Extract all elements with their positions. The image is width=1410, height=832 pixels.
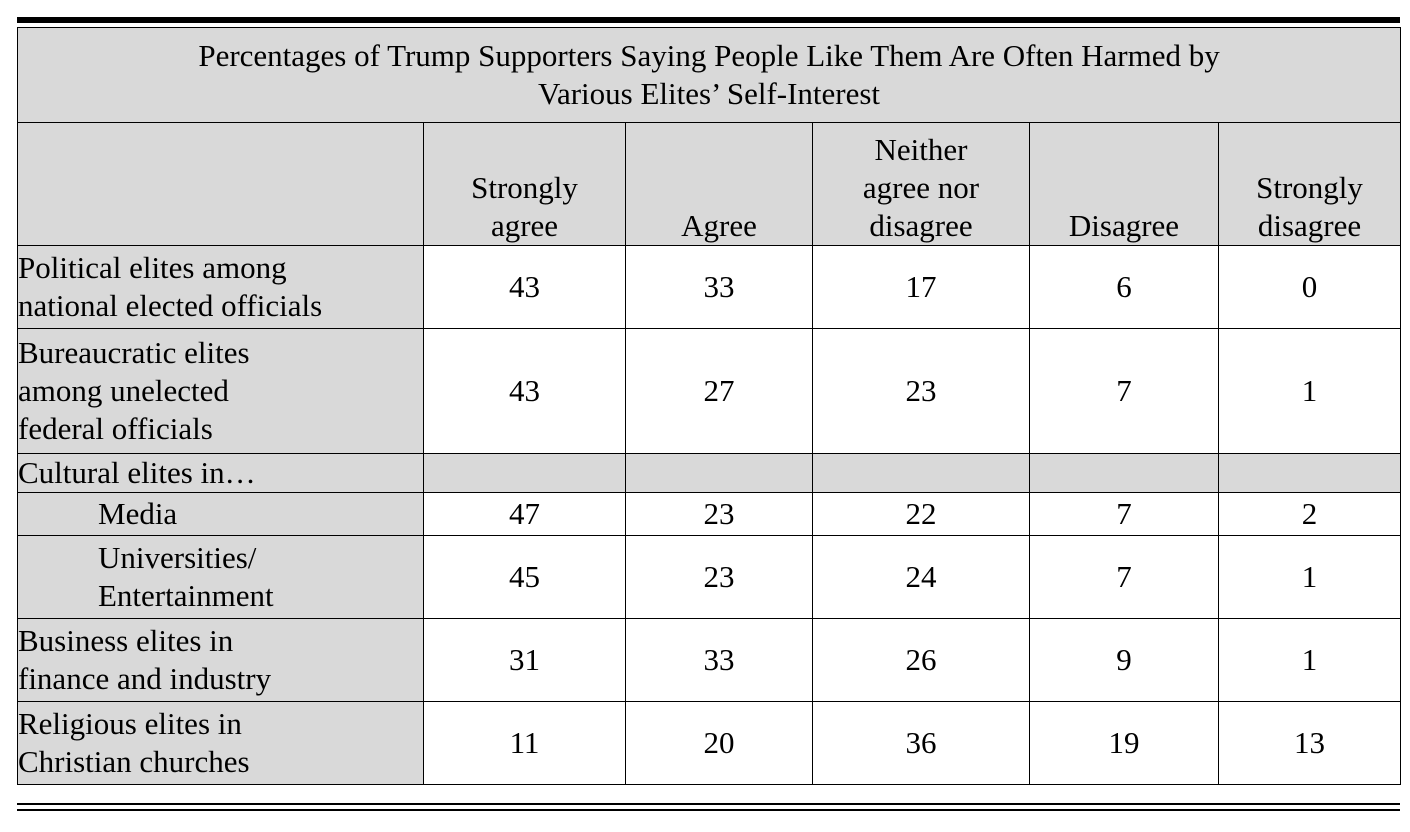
cell-value: 20 xyxy=(625,701,813,785)
group-row: Cultural elites in… xyxy=(17,453,1402,493)
header-line: Strongly xyxy=(1256,170,1363,205)
cell-value: 23 xyxy=(625,492,813,536)
survey-table: Percentages of Trump Supporters Saying P… xyxy=(16,27,1402,785)
header-row: Strongly agree Agree Neither agree nor d… xyxy=(17,122,1402,246)
title-row: Percentages of Trump Supporters Saying P… xyxy=(16,27,1402,123)
header-line: Disagree xyxy=(1068,208,1180,243)
row-label: Media xyxy=(17,492,424,536)
header-line: disagree xyxy=(1257,208,1362,243)
cell-value: 33 xyxy=(625,618,813,702)
header-line: agree nor xyxy=(862,170,980,205)
row-label: Religious elites in Christian churches xyxy=(17,701,424,785)
cell-value: 33 xyxy=(625,245,813,329)
row-label: Business elites in finance and industry xyxy=(17,618,424,702)
header-line: Agree xyxy=(681,208,757,243)
title-line-2: Various Elites’ Self-Interest xyxy=(538,76,881,111)
table-row: Universities/ Entertainment 45 23 24 7 1 xyxy=(17,535,1402,619)
row-label: Political elites among national elected … xyxy=(17,245,424,329)
cell-value: 19 xyxy=(1029,701,1219,785)
cell-value: 2 xyxy=(1217,492,1402,536)
group-blank-cell xyxy=(1217,453,1402,493)
header-line: Neither xyxy=(874,132,968,167)
row-label-line: federal officials xyxy=(18,411,213,446)
cell-value: 13 xyxy=(1217,701,1402,785)
cell-value: 9 xyxy=(1029,618,1219,702)
row-label-line: among unelected xyxy=(18,373,229,408)
cell-value: 6 xyxy=(1029,245,1219,329)
row-label-line: Religious elites in xyxy=(18,706,242,741)
table-row: Political elites among national elected … xyxy=(17,245,1402,329)
cell-value: 47 xyxy=(423,492,626,536)
row-label-line: Entertainment xyxy=(98,578,274,613)
cell-value: 1 xyxy=(1217,618,1402,702)
cell-value: 43 xyxy=(423,245,626,329)
title-line-1: Percentages of Trump Supporters Saying P… xyxy=(198,38,1220,73)
header-disagree: Disagree xyxy=(1029,122,1219,246)
cell-value: 22 xyxy=(812,492,1030,536)
table-row: Media 47 23 22 7 2 xyxy=(17,492,1402,536)
group-blank-cell xyxy=(812,453,1030,493)
header-neither: Neither agree nor disagree xyxy=(812,122,1030,246)
header-line: agree xyxy=(490,208,559,243)
bottom-rule xyxy=(17,803,1400,805)
row-label: Universities/ Entertainment xyxy=(17,535,424,619)
row-label-line: Bureaucratic elites xyxy=(18,335,250,370)
cell-value: 7 xyxy=(1029,492,1219,536)
table-title: Percentages of Trump Supporters Saying P… xyxy=(16,27,1402,123)
group-blank-cell xyxy=(1029,453,1219,493)
cell-value: 24 xyxy=(812,535,1030,619)
cell-value: 11 xyxy=(423,701,626,785)
header-strongly-disagree: Strongly disagree xyxy=(1217,122,1402,246)
table-row: Business elites in finance and industry … xyxy=(17,618,1402,702)
top-rule xyxy=(17,17,1400,23)
cell-value: 36 xyxy=(812,701,1030,785)
row-label-line: Business elites in xyxy=(18,623,234,658)
table-row: Bureaucratic elites among unelected fede… xyxy=(17,328,1402,454)
group-blank-cell xyxy=(423,453,626,493)
header-line: Strongly xyxy=(471,170,578,205)
row-label-line: Christian churches xyxy=(18,744,250,779)
header-strongly-agree: Strongly agree xyxy=(423,122,626,246)
cell-value: 26 xyxy=(812,618,1030,702)
row-label-line: Universities/ xyxy=(98,540,257,575)
cell-value: 45 xyxy=(423,535,626,619)
row-label: Bureaucratic elites among unelected fede… xyxy=(17,328,424,454)
cell-value: 27 xyxy=(625,328,813,454)
header-agree: Agree xyxy=(625,122,813,246)
row-label-line: national elected officials xyxy=(18,288,323,323)
table-row: Religious elites in Christian churches 1… xyxy=(17,701,1402,785)
cell-value: 23 xyxy=(812,328,1030,454)
header-blank-cell xyxy=(17,122,424,246)
cell-value: 43 xyxy=(423,328,626,454)
cell-value: 0 xyxy=(1217,245,1402,329)
cell-value: 31 xyxy=(423,618,626,702)
cell-value: 7 xyxy=(1029,328,1219,454)
bottom-rule-double xyxy=(17,809,1400,811)
cell-value: 23 xyxy=(625,535,813,619)
group-blank-cell xyxy=(625,453,813,493)
cell-value: 1 xyxy=(1217,535,1402,619)
header-line: disagree xyxy=(869,208,973,243)
cell-value: 17 xyxy=(812,245,1030,329)
group-label: Cultural elites in… xyxy=(17,453,424,493)
table-frame: Percentages of Trump Supporters Saying P… xyxy=(16,17,1402,817)
cell-value: 1 xyxy=(1217,328,1402,454)
row-label-line: Political elites among xyxy=(18,250,287,285)
row-label-line: finance and industry xyxy=(18,661,272,696)
cell-value: 7 xyxy=(1029,535,1219,619)
